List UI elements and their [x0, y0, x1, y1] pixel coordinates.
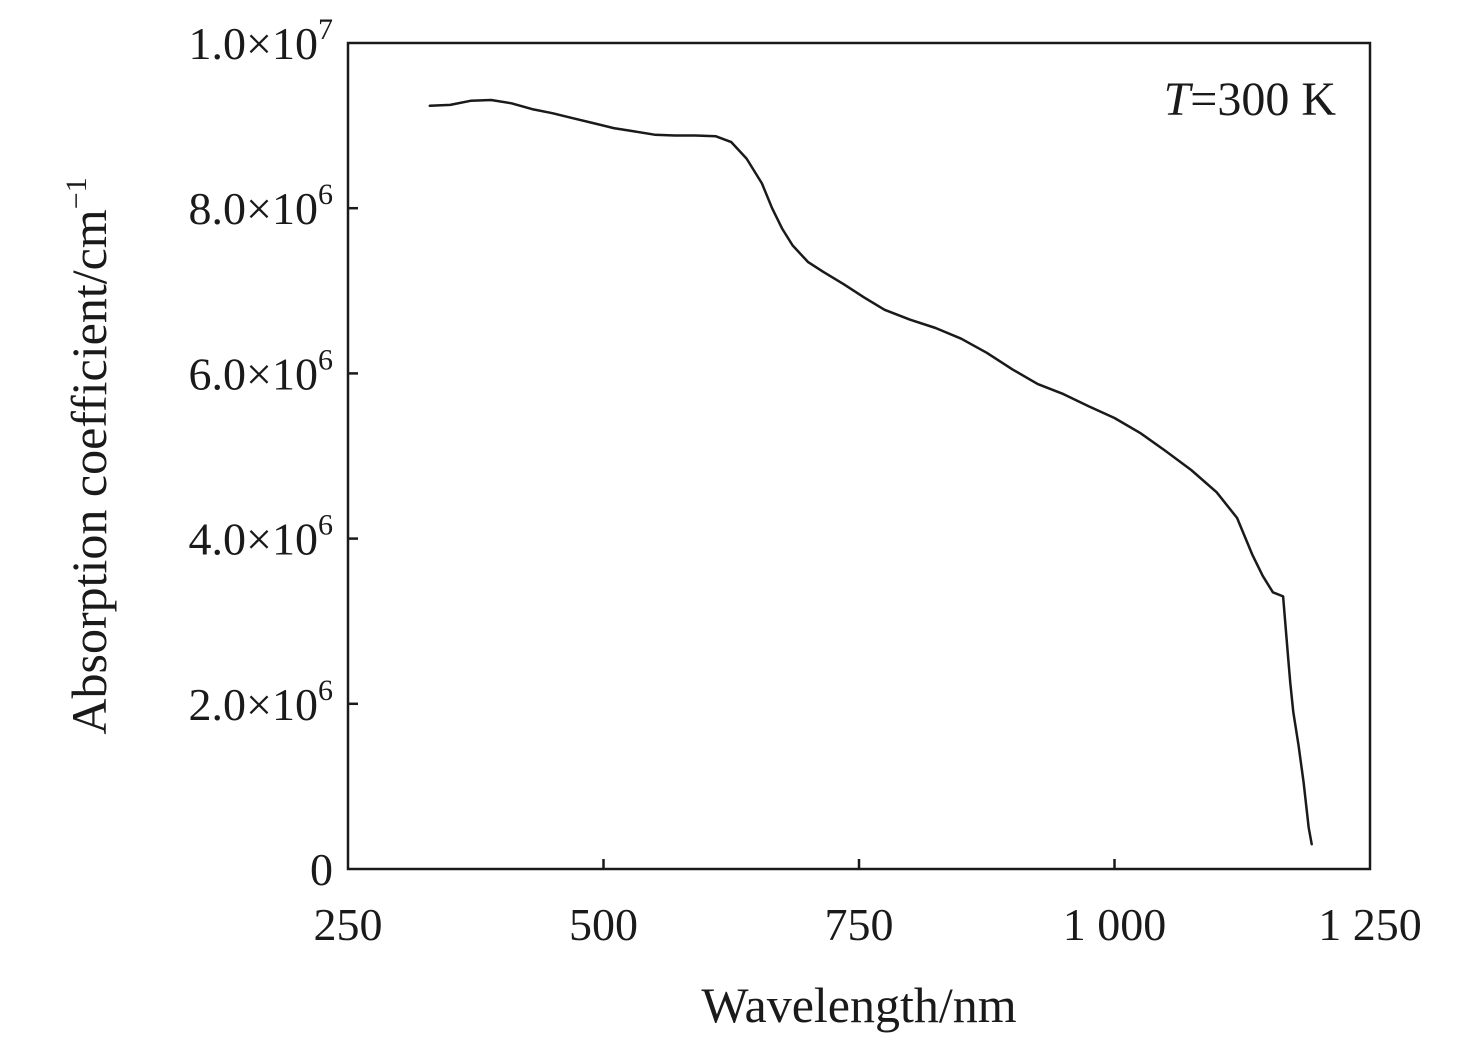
x-ticks: 250 500 750 1 000 1 250 — [314, 859, 1422, 950]
y-tick-label: 6.0×106 — [189, 343, 333, 399]
y-tick-label: 1.0×107 — [189, 13, 333, 69]
x-tick-label: 250 — [314, 899, 383, 950]
y-tick-label: 2.0×106 — [189, 674, 333, 730]
x-axis-title: Wavelength/nm — [701, 977, 1016, 1033]
x-tick-label: 750 — [825, 899, 894, 950]
x-tick-label: 1 250 — [1318, 899, 1422, 950]
y-ticks: 0 2.0×106 4.0×106 6.0×106 8.0×106 1.0×107 — [189, 13, 358, 895]
y-tick-label: 4.0×106 — [189, 509, 333, 565]
x-tick-label: 500 — [569, 899, 638, 950]
y-axis-title: Absorption coefficient/cm−1 — [60, 177, 117, 734]
y-tick-label: 0 — [310, 844, 333, 895]
y-tick-label: 8.0×106 — [189, 178, 333, 234]
annotation-temperature: T=300 K — [1164, 73, 1337, 126]
absorption-curve — [428, 98, 1313, 846]
x-tick-label: 1 000 — [1063, 899, 1167, 950]
plot-frame — [346, 41, 1372, 871]
